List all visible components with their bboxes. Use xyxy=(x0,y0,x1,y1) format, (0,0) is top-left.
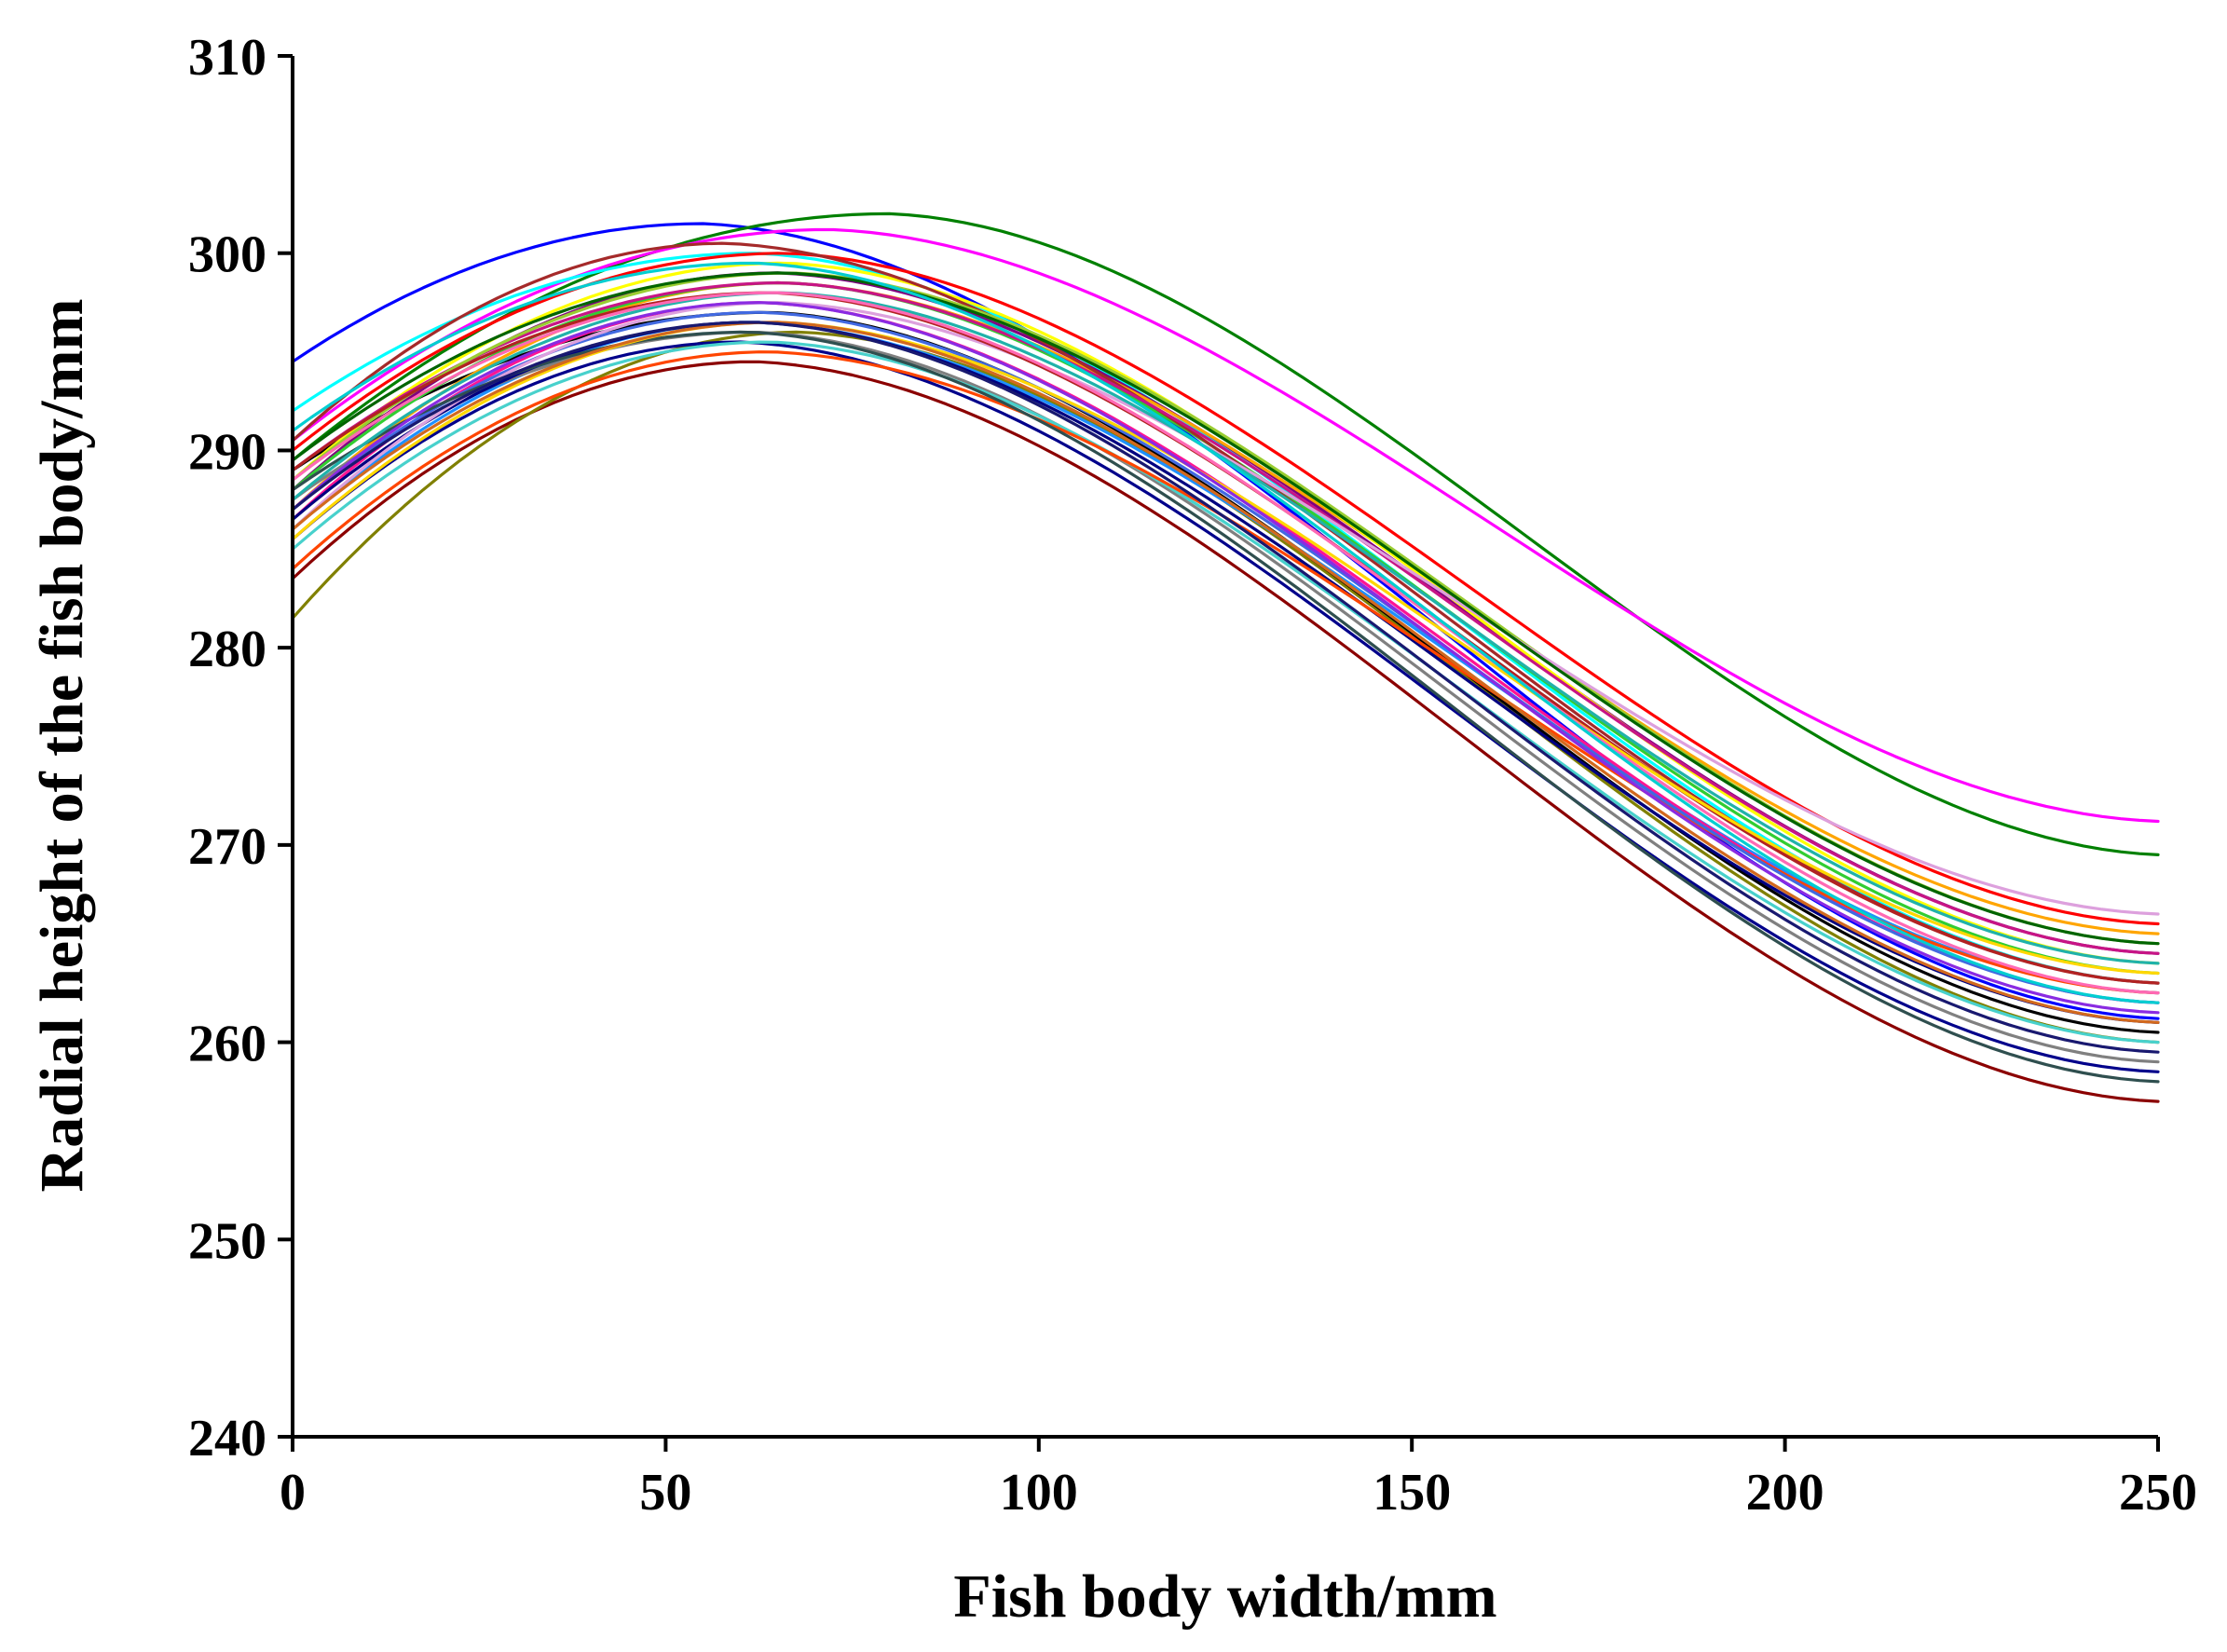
series-line-curve-10 xyxy=(291,280,2160,935)
y-tick-label: 290 xyxy=(188,423,266,481)
series-line-curve-34 xyxy=(291,321,2160,1054)
y-tick-label: 280 xyxy=(188,621,266,678)
series-line-curve-27 xyxy=(291,291,2160,965)
series-line-curve-15 xyxy=(291,340,2160,1073)
series-line-curve-24 xyxy=(291,301,2160,916)
ticks: 0 50 100 150 200 250 240 250 260 270 280 290 300 310 xyxy=(188,29,2197,1522)
x-axis-title: Fish body width/mm xyxy=(953,1563,1496,1631)
axes xyxy=(291,56,2158,1439)
y-tick-label: 310 xyxy=(188,29,266,87)
series-line-curve-30 xyxy=(291,271,2160,946)
y-tick-label: 240 xyxy=(188,1410,266,1468)
x-tick-label: 0 xyxy=(280,1464,306,1522)
series-line-curve-23 xyxy=(291,310,2160,1004)
y-tick-label: 270 xyxy=(188,818,266,876)
y-tick-label: 250 xyxy=(188,1212,266,1270)
series-line-curve-04 xyxy=(291,360,2160,1103)
series-line-curve-29 xyxy=(291,301,2160,1015)
x-tick-label: 150 xyxy=(1373,1464,1451,1522)
series-line-curve-03 xyxy=(291,227,2160,824)
series-line-curve-19 xyxy=(291,280,2160,955)
x-tick-label: 200 xyxy=(1746,1464,1824,1522)
series-line-curve-31 xyxy=(291,291,2160,995)
series-layer xyxy=(291,212,2160,1103)
y-axis-title: Radial height of the fish body/mm xyxy=(28,299,96,1193)
x-tick-label: 250 xyxy=(2119,1464,2197,1522)
series-line-curve-33 xyxy=(291,321,2160,1024)
series-line-curve-08 xyxy=(291,271,2160,955)
series-line-curve-32 xyxy=(291,261,2160,1004)
series-line-curve-18 xyxy=(291,340,2160,1044)
y-tick-label: 300 xyxy=(188,226,266,284)
series-line-curve-06 xyxy=(291,252,2160,985)
y-tick-label: 260 xyxy=(188,1016,266,1073)
x-tick-label: 50 xyxy=(639,1464,691,1522)
series-line-curve-16 xyxy=(291,280,2160,976)
x-tick-label: 100 xyxy=(1000,1464,1078,1522)
